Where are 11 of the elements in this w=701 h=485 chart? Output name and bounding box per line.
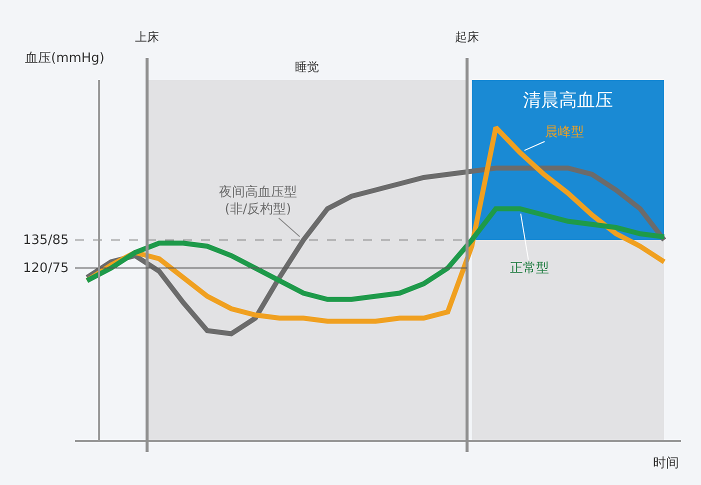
text: 睡觉 [295, 60, 319, 74]
x-axis-title: 时间 [653, 456, 679, 471]
text: 起床 [455, 30, 479, 44]
text: 清晨高血压 [523, 90, 613, 111]
text: 120/75 [23, 261, 69, 276]
text: 135/85 [23, 233, 69, 248]
series-label: 夜间高血压型 (非/反杓型) [219, 184, 297, 217]
text: 正常型 [510, 261, 549, 276]
text: 晨峰型 [545, 125, 584, 140]
text: 上床 [135, 30, 159, 44]
y-axis-title: 血压(mmHg) [25, 51, 104, 66]
